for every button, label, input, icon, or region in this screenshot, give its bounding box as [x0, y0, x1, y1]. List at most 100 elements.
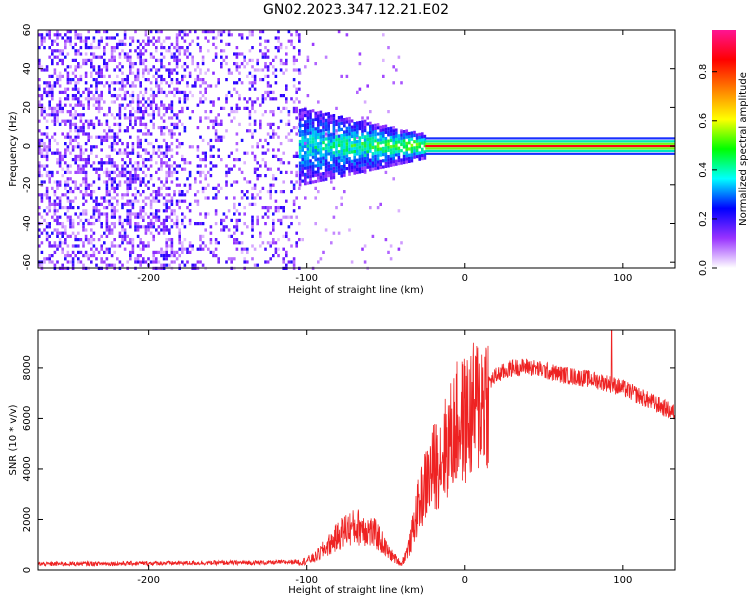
- spectrogram-cell: [178, 183, 181, 187]
- spectrogram-cell: [181, 250, 184, 254]
- spectrogram-cell: [139, 100, 142, 104]
- spectrogram-cell: [413, 133, 416, 138]
- spectrogram-cell: [92, 190, 96, 194]
- spectrogram-cell: [84, 62, 88, 66]
- spectrogram-cell: [233, 110, 236, 114]
- spectrogram-cell: [118, 218, 122, 222]
- colorbar-tick-label: 0.8: [698, 64, 709, 80]
- spectrogram-cell: [110, 254, 114, 258]
- spectrogram-cell: [290, 260, 293, 264]
- spectrogram-cell: [53, 180, 57, 184]
- spectrogram-cell: [317, 170, 320, 174]
- spectrogram-cell: [282, 161, 285, 165]
- spectrogram-cell: [343, 155, 346, 159]
- spectrogram-cell: [337, 165, 341, 169]
- spectrogram-cell: [311, 168, 315, 172]
- spectrogram-cell: [129, 94, 132, 98]
- spectrogram-cell: [160, 126, 163, 130]
- spectrogram-cell: [168, 132, 171, 136]
- spectrogram-cell: [353, 128, 356, 132]
- spectrogram-cell: [295, 106, 298, 110]
- spectrogram-cell: [126, 154, 129, 158]
- spectrogram-cell: [113, 94, 116, 98]
- spectrogram-cell: [282, 234, 285, 238]
- spectrogram-cell: [319, 129, 323, 133]
- spectrogram-cell: [103, 206, 106, 210]
- spectrogram-cell: [274, 97, 278, 101]
- spectrogram-cell: [84, 209, 88, 213]
- spectrogram-cell: [196, 145, 200, 149]
- spectrogram-cell: [121, 42, 124, 46]
- spectrogram-cell: [327, 149, 330, 153]
- spectrogram-cell: [415, 148, 419, 152]
- spectrogram-cell: [118, 138, 122, 142]
- spectrogram-cell: [392, 153, 395, 158]
- spectrogram-cell: [165, 247, 168, 251]
- spectrogram-cell: [142, 170, 145, 174]
- spectrogram-cell: [259, 244, 262, 248]
- spectrogram-cell: [400, 241, 403, 245]
- spectrogram-cell: [335, 169, 338, 173]
- spectrogram-cell: [332, 138, 336, 142]
- spectrogram-cell: [170, 52, 174, 56]
- spectrogram-cell: [274, 199, 278, 203]
- spectrogram-cell: [233, 231, 236, 235]
- spectrogram-cell: [152, 196, 155, 200]
- spectrogram-cell: [92, 46, 96, 50]
- spectrogram-cell: [371, 158, 375, 162]
- spectrogram-cell: [259, 122, 262, 126]
- spectrogram-cell: [110, 196, 114, 200]
- spectrogram-cell: [178, 30, 181, 34]
- spectrogram-cell: [129, 174, 132, 178]
- spectrogram-cell: [58, 110, 62, 114]
- spectrogram-cell: [144, 174, 148, 178]
- spectrogram-cell: [272, 228, 275, 232]
- spectrogram-cell: [397, 247, 401, 251]
- spectrogram-cell: [269, 90, 272, 94]
- spectrogram-cell: [69, 135, 72, 139]
- spectrogram-cell: [131, 212, 135, 216]
- spectrogram-cell: [340, 174, 343, 178]
- spectrogram-cell: [225, 260, 228, 264]
- spectrogram-cell: [139, 241, 142, 245]
- spectrogram-cell: [199, 164, 202, 168]
- spectrogram-cell: [144, 49, 148, 53]
- spectrogram-cell: [64, 186, 67, 190]
- spectrogram-cell: [327, 170, 330, 175]
- spectrogram-cell: [77, 186, 80, 190]
- spectrogram-cell: [363, 156, 367, 161]
- spectrogram-cell: [95, 84, 98, 88]
- spectrogram-cell: [343, 170, 346, 174]
- spectrogram-line-band: [425, 140, 675, 143]
- spectrogram-cell: [103, 231, 106, 235]
- spectrogram-cell: [181, 260, 184, 264]
- spectrogram-cell: [110, 222, 114, 226]
- spectrogram-xtick-label: 0: [462, 273, 468, 284]
- spectrogram-cell: [251, 100, 254, 104]
- spectrogram-cell: [144, 231, 148, 235]
- spectrogram-cell: [118, 129, 122, 133]
- snr-xtick-label: 0: [462, 575, 468, 586]
- spectrogram-cell: [188, 186, 192, 190]
- spectrogram-cell: [97, 209, 101, 213]
- spectrogram-cell: [274, 74, 278, 78]
- spectrogram-cell: [175, 42, 179, 46]
- spectrogram-cell: [287, 122, 291, 126]
- spectrogram-cell: [363, 141, 367, 145]
- spectrogram-cell: [343, 167, 346, 171]
- spectrogram-cell: [168, 167, 171, 171]
- spectrogram-cell: [53, 84, 57, 88]
- spectrogram-cell: [319, 138, 323, 142]
- spectrogram-cell: [152, 126, 155, 130]
- spectrogram-cell: [113, 161, 116, 165]
- spectrogram-cell: [248, 58, 252, 62]
- spectrogram-cell: [173, 161, 176, 165]
- spectrogram-cell: [58, 154, 62, 158]
- spectrogram-cell: [212, 164, 215, 168]
- spectrogram-cell: [253, 196, 257, 200]
- spectrogram-cell: [129, 84, 132, 88]
- spectrogram-cell: [116, 151, 119, 155]
- spectrogram-cell: [103, 49, 106, 53]
- spectrogram-cell: [230, 106, 233, 110]
- spectrogram-cell: [43, 167, 46, 171]
